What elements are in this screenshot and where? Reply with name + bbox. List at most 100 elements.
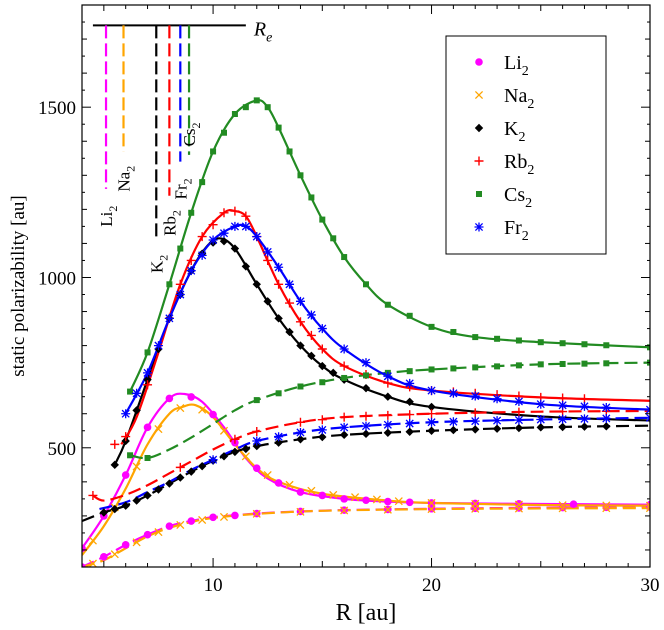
marker-Cs2-parallel bbox=[231, 110, 238, 117]
marker-Na2-perpendicular bbox=[154, 528, 163, 537]
marker-Rb2-parallel bbox=[230, 206, 240, 216]
marker-Li2-parallel bbox=[252, 464, 261, 473]
marker-Cs2-parallel bbox=[330, 235, 337, 242]
marker-Na2-parallel bbox=[394, 497, 403, 506]
marker-K2-perpendicular bbox=[121, 501, 130, 510]
marker-Rb2-perpendicular bbox=[295, 417, 305, 427]
re-annotation-K2: K2 bbox=[147, 255, 170, 273]
marker-K2-parallel bbox=[252, 280, 261, 289]
x-tick-label: 10 bbox=[204, 575, 223, 596]
marker-Na2-perpendicular bbox=[383, 505, 392, 514]
marker-Cs2-perpendicular bbox=[144, 455, 151, 462]
marker-Fr2-parallel bbox=[164, 313, 174, 323]
marker-Cs2-perpendicular bbox=[127, 452, 134, 459]
marker-Cs2-perpendicular bbox=[319, 379, 326, 386]
marker-K2-perpendicular bbox=[143, 491, 152, 500]
legend-marker-Cs2 bbox=[476, 191, 482, 197]
marker-Cs2-parallel bbox=[428, 323, 435, 330]
marker-Na2-parallel bbox=[241, 452, 250, 461]
marker-K2-parallel bbox=[307, 351, 316, 361]
marker-Fr2-parallel bbox=[219, 228, 229, 238]
marker-Na2-parallel bbox=[198, 405, 207, 414]
marker-Li2-perpendicular bbox=[121, 541, 130, 549]
marker-Fr2-perpendicular bbox=[383, 420, 393, 430]
marker-Cs2-parallel bbox=[275, 124, 282, 131]
marker-K2-parallel bbox=[427, 402, 436, 412]
marker-K2-perpendicular bbox=[274, 438, 283, 447]
marker-Li2-parallel bbox=[143, 423, 152, 432]
marker-K2-perpendicular bbox=[339, 430, 349, 440]
marker-K2-perpendicular bbox=[471, 425, 480, 434]
marker-Fr2-perpendicular bbox=[295, 427, 305, 437]
marker-K2-perpendicular bbox=[187, 467, 196, 476]
marker-Cs2-parallel bbox=[384, 301, 391, 308]
marker-Fr2-perpendicular bbox=[361, 421, 371, 431]
marker-Na2-parallel bbox=[307, 486, 316, 495]
marker-Li2-perpendicular bbox=[82, 563, 86, 567]
marker-Li2-parallel bbox=[569, 500, 578, 508]
marker-Cs2-perpendicular bbox=[406, 368, 413, 375]
x-tick-label: 30 bbox=[641, 575, 660, 596]
marker-Rb2-parallel bbox=[121, 432, 131, 442]
marker-Fr2-parallel bbox=[536, 399, 546, 409]
marker-K2-perpendicular bbox=[580, 422, 589, 431]
marker-Fr2-parallel bbox=[208, 235, 218, 245]
marker-Rb2-parallel bbox=[241, 211, 251, 221]
legend-label-Cs2: Cs2 bbox=[504, 184, 532, 211]
marker-Li2-parallel bbox=[405, 498, 414, 507]
marker-Fr2-parallel bbox=[405, 378, 415, 388]
marker-K2-perpendicular bbox=[383, 428, 393, 438]
marker-Fr2-perpendicular bbox=[601, 413, 611, 423]
marker-Cs2-perpendicular bbox=[428, 366, 435, 373]
marker-Na2-parallel bbox=[263, 470, 272, 480]
marker-K2-perpendicular bbox=[296, 435, 305, 444]
marker-K2-parallel bbox=[263, 297, 272, 306]
marker-Rb2-parallel bbox=[186, 255, 196, 265]
curve-Cs2-perpendicular bbox=[129, 361, 650, 460]
marker-Fr2-parallel bbox=[306, 310, 316, 320]
marker-Rb2-parallel bbox=[579, 394, 589, 404]
y-tick-label: 1500 bbox=[38, 98, 76, 119]
legend-label-K2: K2 bbox=[504, 118, 525, 145]
equilibrium-distance-layer: Re Li2 Na2 K2 Rb2 Cs2 Fr2 bbox=[92, 18, 272, 273]
marker-Cs2-parallel bbox=[242, 104, 249, 111]
marker-K2-parallel bbox=[405, 397, 414, 407]
marker-Cs2-parallel bbox=[264, 104, 271, 111]
marker-Rb2-parallel bbox=[274, 279, 284, 289]
marker-K2-perpendicular bbox=[99, 508, 109, 517]
legend-box bbox=[445, 35, 607, 255]
marker-K2-perpendicular bbox=[241, 444, 251, 454]
marker-Rb2-perpendicular bbox=[470, 408, 480, 418]
marker-Cs2-parallel bbox=[559, 340, 566, 347]
marker-Fr2-parallel bbox=[186, 266, 196, 276]
marker-K2-parallel bbox=[241, 262, 251, 271]
marker-Fr2-parallel bbox=[470, 391, 480, 401]
marker-Rb2-parallel bbox=[208, 220, 218, 230]
marker-Fr2-parallel bbox=[492, 394, 502, 404]
marker-K2-parallel bbox=[318, 361, 327, 371]
marker-Na2-parallel bbox=[427, 498, 436, 508]
marker-Na2-parallel bbox=[602, 501, 611, 510]
marker-Na2-parallel bbox=[132, 462, 141, 471]
marker-K2-perpendicular bbox=[318, 432, 327, 442]
marker-Fr2-perpendicular bbox=[558, 414, 568, 424]
marker-Rb2-perpendicular bbox=[230, 434, 240, 444]
marker-K2-parallel bbox=[274, 314, 283, 323]
marker-Na2-perpendicular bbox=[88, 559, 97, 567]
marker-Cs2-parallel bbox=[166, 281, 173, 288]
marker-Li2-perpendicular bbox=[187, 517, 196, 525]
marker-Cs2-parallel bbox=[537, 339, 544, 346]
marker-Fr2-perpendicular bbox=[448, 417, 458, 427]
marker-Rb2-perpendicular bbox=[88, 490, 98, 500]
marker-Fr2-perpendicular bbox=[427, 417, 437, 427]
marker-Cs2-parallel bbox=[603, 342, 610, 349]
legend-marker-Na2 bbox=[474, 90, 484, 100]
marker-Cs2-parallel bbox=[221, 129, 227, 136]
marker-Fr2-perpendicular bbox=[252, 436, 262, 446]
marker-Li2-perpendicular bbox=[165, 522, 174, 530]
marker-Fr2-parallel bbox=[579, 401, 589, 411]
marker-Na2-perpendicular bbox=[602, 504, 611, 513]
curve-Fr2-perpendicular bbox=[99, 416, 650, 511]
marker-Fr2-parallel bbox=[252, 232, 262, 242]
marker-Cs2-perpendicular bbox=[603, 360, 610, 367]
